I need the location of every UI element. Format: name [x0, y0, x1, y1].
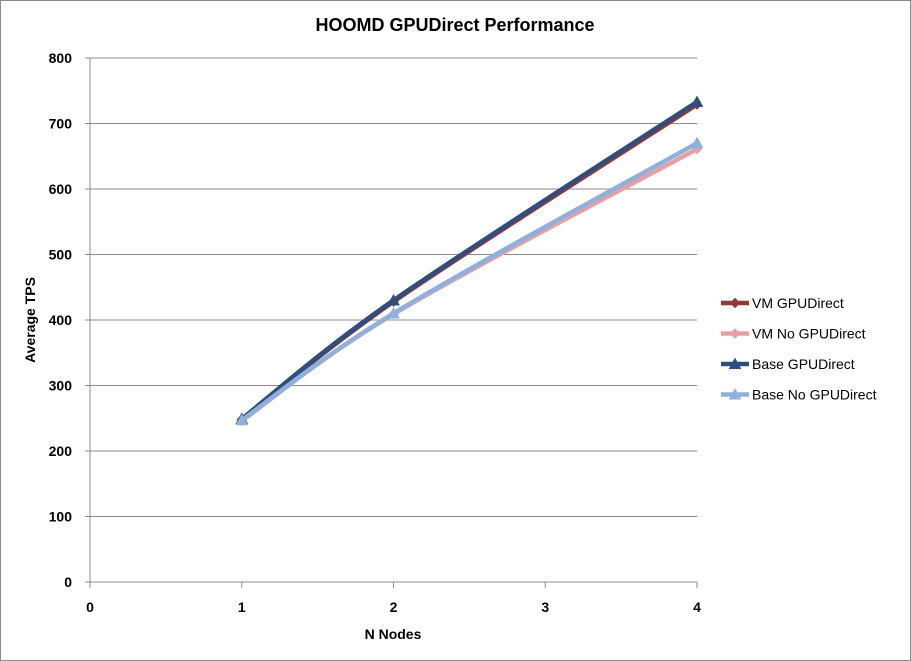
- x-tick-label: 3: [541, 599, 549, 615]
- series-line: [239, 140, 700, 423]
- legend: VM GPUDirect VM No GPUDirect Base GPUDirec…: [721, 295, 877, 403]
- x-axis-title: N Nodes: [365, 626, 422, 642]
- legend-entry: VM GPUDirect: [721, 295, 844, 311]
- legend-label: VM GPUDirect: [752, 295, 844, 311]
- axes: [85, 57, 698, 588]
- y-tick-label: 500: [49, 247, 73, 263]
- chart-title: HOOMD GPUDirect Performance: [315, 15, 594, 35]
- y-tick-label: 200: [49, 443, 73, 459]
- y-tick-label: 400: [49, 312, 73, 328]
- legend-marker: [729, 328, 741, 339]
- legend-entry: Base GPUDirect: [721, 356, 855, 372]
- data-point: [387, 293, 400, 306]
- series-base-no-gpudirect: [235, 136, 704, 426]
- legend-marker: [728, 387, 742, 400]
- y-tick-label: 300: [49, 378, 73, 394]
- x-tick-label: 0: [86, 599, 94, 615]
- y-tick-label: 700: [49, 116, 73, 132]
- x-tick-label: 1: [238, 599, 246, 615]
- y-tick-label: 800: [49, 50, 73, 66]
- gridlines: [90, 57, 697, 517]
- legend-marker: [728, 357, 742, 370]
- series-line: [239, 99, 700, 422]
- x-tick-label: 2: [390, 599, 398, 615]
- legend-label: Base GPUDirect: [752, 356, 855, 372]
- tick-labels: 0 100 200 300 400 500 600 700 800 0 1 2 3 4: [49, 50, 701, 615]
- legend-entry: VM No GPUDirect: [721, 326, 866, 342]
- data-point: [235, 413, 249, 426]
- y-tick-label: 0: [64, 574, 72, 590]
- data-point: [387, 306, 400, 319]
- legend-entry: Base No GPUDirect: [721, 387, 877, 403]
- data-point: [690, 136, 704, 149]
- legend-label: Base No GPUDirect: [752, 387, 877, 403]
- series-vm-no-gpudirect: [236, 143, 703, 427]
- y-axis-title: Average TPS: [22, 277, 38, 363]
- series-line: [239, 102, 700, 422]
- series-layer: [235, 95, 704, 427]
- x-tick-label: 4: [693, 599, 701, 615]
- y-tick-label: 100: [49, 509, 73, 525]
- series-vm-gpudirect: [236, 99, 703, 425]
- legend-marker: [729, 297, 741, 309]
- data-point: [690, 95, 704, 107]
- y-tick-label: 600: [49, 181, 73, 197]
- legend-label: VM No GPUDirect: [752, 326, 866, 342]
- series-line: [239, 146, 700, 424]
